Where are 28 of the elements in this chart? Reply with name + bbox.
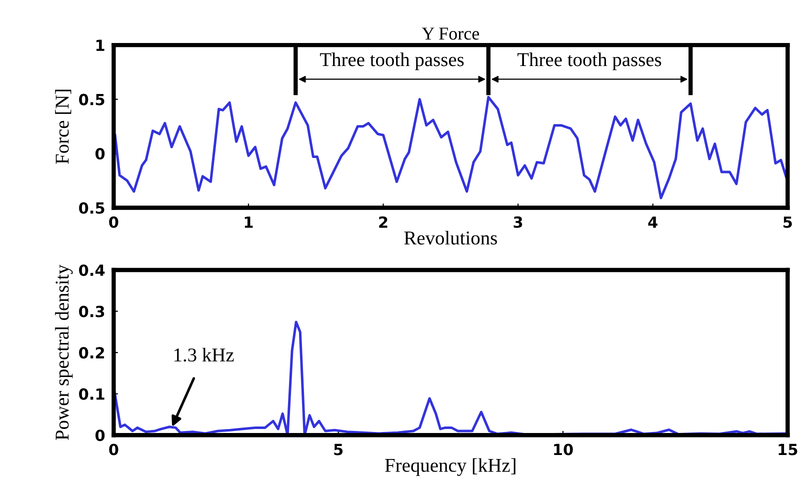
y-axis-title: Force [N] (55, 90, 72, 164)
chart-title: Y Force (422, 28, 480, 40)
x-tick-label: 5 (784, 216, 792, 228)
y-axis-title: Power spectral density (55, 264, 73, 440)
y-tick-label: 0.2 (79, 347, 104, 359)
y-tick-label: 0.1 (79, 388, 104, 400)
x-tick-label: 0 (109, 216, 118, 228)
x-tick-label: 1 (244, 216, 253, 228)
line-series (114, 96, 788, 200)
annotation: 1.3 kHz (174, 348, 234, 362)
x-tick-label: 5 (334, 444, 343, 456)
y-tick-label: 0.4 (79, 264, 105, 276)
y-tick-label: 0.5 (79, 202, 104, 214)
x-tick-label: 2 (379, 216, 388, 228)
x-axis-title: Revolutions (404, 230, 497, 245)
x-tick-label: 4 (648, 216, 658, 228)
y-tick-label: 0.3 (79, 306, 104, 318)
y-tick-label: 0 (95, 148, 105, 160)
annotation: Three tooth passes (320, 52, 464, 70)
x-axis-title: Frequency [kHz] (385, 458, 516, 476)
y-tick-label: 0 (95, 430, 105, 442)
annotation: Three tooth passes (517, 52, 662, 70)
y-tick-label: 1 (96, 40, 104, 51)
x-tick-label: 10 (554, 444, 573, 456)
x-tick-label: 3 (514, 216, 522, 228)
y-tick-label: 0.5 (79, 94, 104, 106)
x-tick-label: 15 (778, 444, 798, 456)
x-tick-label: 0 (109, 444, 118, 456)
